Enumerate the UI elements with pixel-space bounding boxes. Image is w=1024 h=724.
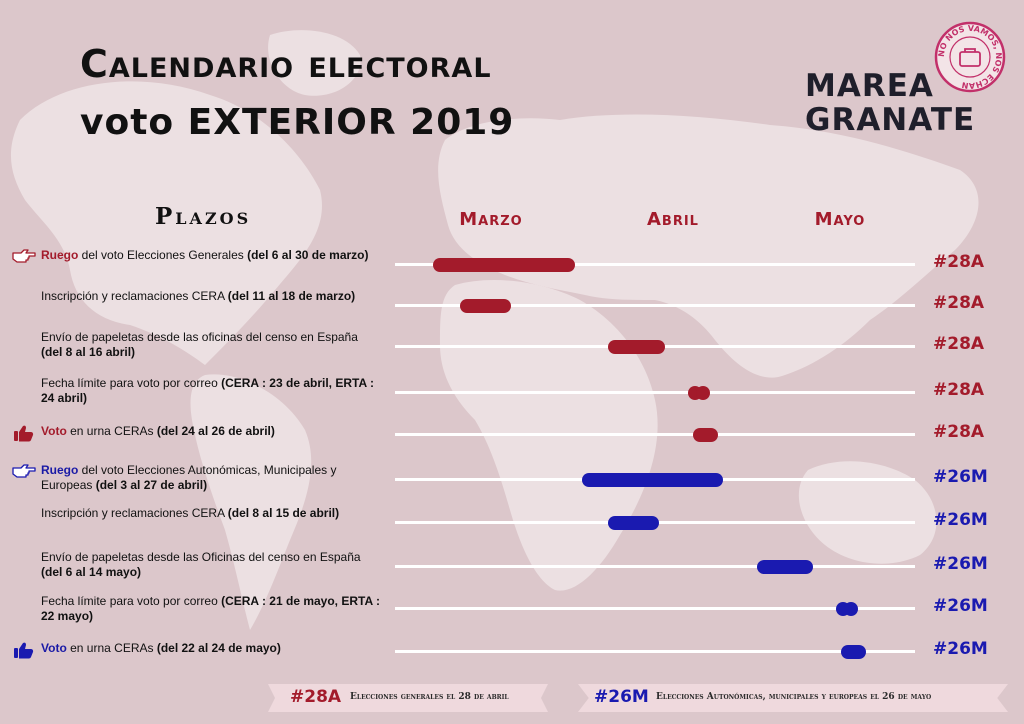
- row-text: Envío de papeletas desde las oficinas de…: [41, 330, 358, 344]
- row-label: Fecha límite para voto por correo (CERA …: [41, 376, 381, 406]
- election-tag: #26M: [933, 596, 988, 616]
- period-bar: [608, 340, 665, 354]
- row-label: Fecha límite para voto por correo (CERA …: [41, 594, 381, 624]
- row-text: en urna CERAs: [66, 641, 157, 655]
- timeline-row: Envío de papeletas desde las Oficinas de…: [0, 550, 1024, 590]
- legend-ribbon-autonomicas: #26M Elecciones Autonómicas, municipales…: [578, 684, 1008, 712]
- thumbs-up-icon: [12, 641, 36, 659]
- pointing-hand-icon: [12, 248, 36, 264]
- column-header-plazos: Plazos: [155, 203, 252, 230]
- thumbs-up-icon: [12, 424, 36, 442]
- row-text: Fecha límite para voto por correo: [41, 376, 222, 390]
- deadline-dot: [844, 602, 859, 616]
- row-dates: (del 8 al 15 de abril): [227, 506, 340, 520]
- election-tag: #28A: [933, 334, 985, 354]
- election-tag: #28A: [933, 293, 985, 313]
- period-bar: [433, 258, 575, 272]
- legend-tag-26m: #26M: [594, 687, 649, 707]
- election-tag: #26M: [933, 510, 988, 530]
- row-dates: (CERA : 21 de mayo, ERTA : 22 mayo): [41, 594, 381, 623]
- row-dates: (del 8 al 16 abril): [41, 345, 136, 359]
- row-text: Fecha límite para voto por correo: [41, 594, 222, 608]
- timeline-track: [395, 650, 915, 653]
- row-label: Inscripción y reclamaciones CERA (del 11…: [41, 289, 381, 304]
- period-bar: [841, 645, 866, 659]
- legend-text-autonomicas: Elecciones Autonómicas, municipales y eu…: [656, 692, 932, 702]
- deadline-dot: [696, 386, 711, 400]
- timeline-row: Inscripción y reclamaciones CERA (del 8 …: [0, 506, 1024, 546]
- timeline-row: Fecha límite para voto por correo (CERA …: [0, 594, 1024, 634]
- election-tag: #28A: [933, 252, 985, 272]
- page-title: Calendario electoral: [80, 42, 492, 86]
- row-label: Ruego del voto Elecciones Autonómicas, M…: [41, 463, 381, 493]
- row-dates: (del 11 al 18 de marzo): [227, 289, 356, 303]
- timeline-track: [395, 304, 915, 307]
- period-bar: [608, 516, 660, 530]
- period-bar: [693, 428, 718, 442]
- row-label: Envío de papeletas desde las oficinas de…: [41, 330, 381, 360]
- row-highlight: Voto: [41, 424, 67, 438]
- row-dates: (del 24 al 26 de abril): [156, 424, 275, 438]
- page-subtitle: voto EXTERIOR 2019: [80, 102, 515, 143]
- timeline-track: [395, 565, 915, 568]
- row-text: del voto Elecciones Autonómicas, Municip…: [41, 463, 337, 492]
- timeline-track: [395, 607, 915, 610]
- election-tag: #28A: [933, 422, 985, 442]
- row-label: Voto en urna CERAs (del 22 al 24 de mayo…: [41, 641, 381, 656]
- row-dates: (CERA : 23 de abril, ERTA : 24 abril): [41, 376, 374, 405]
- timeline-row: Envío de papeletas desde las oficinas de…: [0, 330, 1024, 370]
- row-dates: (del 6 al 30 de marzo): [247, 248, 369, 262]
- row-text: Inscripción y reclamaciones CERA: [41, 289, 228, 303]
- timeline-row: Voto en urna CERAs (del 24 al 26 de abri…: [0, 422, 1024, 464]
- row-text: Envío de papeletas desde las Oficinas de…: [41, 550, 361, 564]
- row-dates: (del 3 al 27 de abril): [95, 478, 208, 492]
- row-label: Voto en urna CERAs (del 24 al 26 de abri…: [41, 424, 381, 439]
- row-text: Inscripción y reclamaciones CERA: [41, 506, 228, 520]
- timeline-track: [395, 433, 915, 436]
- row-label: Ruego del voto Elecciones Generales (del…: [41, 248, 381, 263]
- election-tag: #26M: [933, 467, 988, 487]
- timeline-row: Fecha límite para voto por correo (CERA …: [0, 376, 1024, 416]
- period-bar: [459, 299, 512, 313]
- brand-logo-line1: MAREA: [805, 68, 934, 104]
- timeline-track: [395, 263, 915, 266]
- row-text: del voto Elecciones Generales: [78, 248, 248, 262]
- month-label-mayo: Mayo: [814, 209, 866, 230]
- period-bar: [756, 560, 813, 574]
- row-label: Inscripción y reclamaciones CERA (del 8 …: [41, 506, 381, 521]
- legend-ribbon-generales: #28A Elecciones generales el 28 de abril: [268, 684, 548, 712]
- legend-tag-28a: #28A: [290, 687, 342, 707]
- timeline-row: Voto en urna CERAs (del 22 al 24 de mayo…: [0, 639, 1024, 681]
- row-label: Envío de papeletas desde las Oficinas de…: [41, 550, 381, 580]
- legend-text-generales: Elecciones generales el 28 de abril: [350, 692, 509, 702]
- timeline-row: Inscripción y reclamaciones CERA (del 11…: [0, 289, 1024, 329]
- timeline-row: Ruego del voto Elecciones Autonómicas, M…: [0, 463, 1024, 503]
- brand-logo-line2: GRANATE: [805, 102, 976, 138]
- row-dates: (del 22 al 24 de mayo): [156, 641, 281, 655]
- row-highlight: Ruego: [41, 248, 79, 262]
- pointing-hand-icon: [12, 463, 36, 479]
- month-label-marzo: Marzo: [459, 209, 523, 230]
- row-text: en urna CERAs: [66, 424, 157, 438]
- election-tag: #26M: [933, 554, 988, 574]
- row-highlight: Ruego: [41, 463, 79, 477]
- timeline-row: Ruego del voto Elecciones Generales (del…: [0, 248, 1024, 288]
- election-tag: #28A: [933, 380, 985, 400]
- seal-stamp-icon: NO NOS VAMOS, NOS ECHAN: [934, 21, 1006, 93]
- month-label-abril: Abril: [647, 209, 699, 230]
- row-highlight: Voto: [41, 641, 67, 655]
- timeline-track: [395, 391, 915, 394]
- election-tag: #26M: [933, 639, 988, 659]
- row-dates: (del 6 al 14 mayo): [41, 565, 142, 579]
- period-bar: [581, 473, 723, 487]
